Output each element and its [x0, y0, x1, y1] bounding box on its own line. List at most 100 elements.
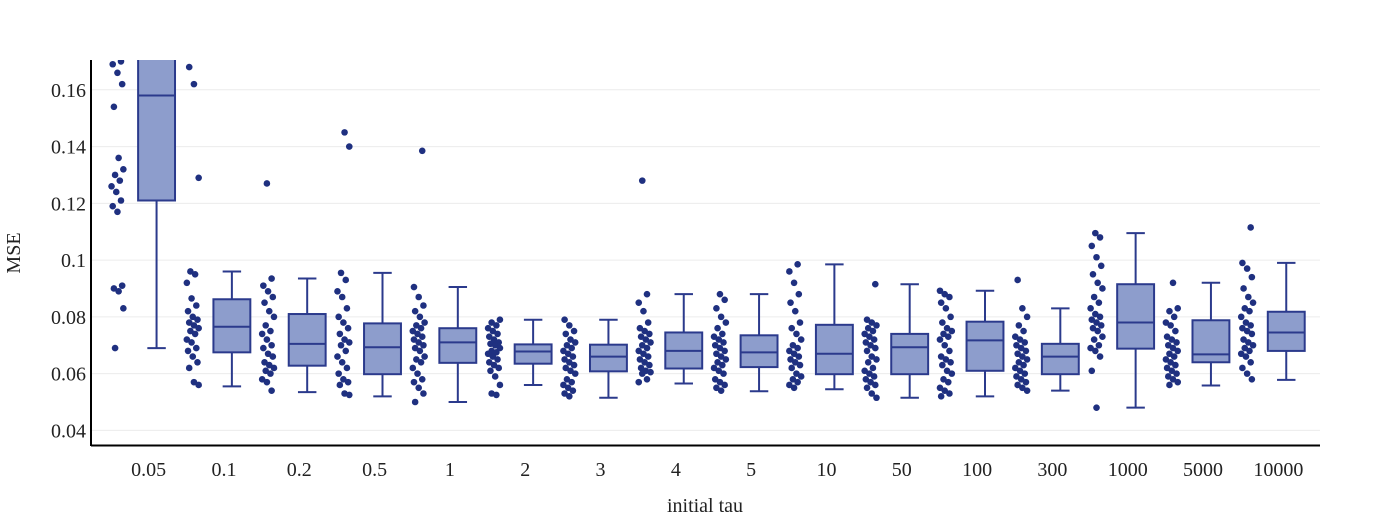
data-point: [635, 378, 643, 386]
data-point: [418, 147, 426, 155]
data-point: [714, 324, 721, 332]
box-group: [936, 287, 1005, 400]
data-point: [571, 339, 579, 346]
data-point: [193, 302, 200, 309]
data-point: [338, 358, 346, 366]
data-point: [1172, 327, 1179, 335]
data-point: [721, 381, 728, 389]
data-point: [948, 370, 956, 377]
data-point: [571, 370, 579, 377]
data-point: [191, 330, 199, 338]
data-point: [116, 177, 124, 184]
data-point: [185, 63, 193, 71]
data-point: [871, 381, 879, 389]
data-point: [345, 391, 353, 399]
data-point: [1094, 279, 1101, 287]
box-group: [1087, 229, 1156, 411]
data-point: [1020, 327, 1027, 335]
data-point: [267, 370, 274, 377]
data-point: [566, 393, 573, 400]
data-point: [184, 307, 192, 315]
box-iqr: [1266, 310, 1306, 352]
data-point: [334, 288, 341, 295]
data-point: [418, 333, 426, 341]
y-tick-label: 0.12: [51, 193, 86, 215]
data-point: [793, 330, 800, 338]
data-point: [118, 282, 126, 289]
data-point: [496, 381, 504, 389]
data-point: [863, 384, 871, 392]
data-point: [864, 358, 872, 366]
data-point: [786, 268, 793, 275]
data-point: [115, 288, 122, 295]
data-point: [937, 299, 945, 306]
data-point: [788, 364, 796, 372]
data-point: [268, 275, 275, 282]
data-point: [1015, 322, 1023, 329]
data-point: [1239, 364, 1246, 372]
data-point: [1169, 279, 1177, 287]
data-point: [646, 330, 653, 338]
data-point: [720, 339, 727, 346]
data-point: [420, 341, 427, 349]
data-point: [184, 347, 192, 355]
axes: [90, 60, 1320, 447]
box-group: [484, 316, 553, 399]
data-point: [1173, 370, 1180, 377]
data-point: [491, 373, 499, 380]
data-point: [1088, 367, 1096, 375]
data-point: [1237, 313, 1245, 321]
data-point: [797, 336, 805, 343]
x-tick-label: 300: [1037, 459, 1067, 481]
data-point: [1020, 361, 1027, 369]
data-point: [871, 344, 879, 352]
data-point: [1021, 370, 1029, 377]
box-group: [861, 280, 930, 402]
x-tick-label: 10000: [1253, 459, 1303, 481]
box-group: [710, 290, 779, 394]
data-point: [1087, 305, 1094, 312]
data-point: [410, 283, 418, 291]
data-point: [873, 394, 880, 402]
data-point: [647, 339, 654, 346]
data-point: [417, 324, 425, 332]
data-point: [415, 384, 422, 392]
data-point: [1021, 339, 1029, 346]
data-point: [1022, 347, 1030, 355]
data-point: [643, 290, 651, 298]
data-point: [870, 373, 878, 380]
box-iqr: [739, 334, 779, 369]
box-group: [183, 63, 252, 389]
data-point: [487, 367, 494, 375]
data-point: [1088, 242, 1096, 250]
data-point: [417, 358, 425, 366]
data-point: [863, 347, 871, 355]
data-point: [941, 341, 949, 349]
data-point: [260, 344, 267, 352]
data-point: [873, 322, 880, 329]
data-point: [109, 202, 117, 210]
data-point: [939, 361, 946, 369]
data-point: [720, 370, 727, 377]
box-group: [635, 177, 704, 386]
box-group: [1237, 224, 1306, 383]
data-point: [340, 319, 347, 326]
data-point: [345, 339, 353, 346]
data-point: [188, 339, 195, 346]
data-point: [1022, 378, 1030, 386]
data-point: [1023, 313, 1031, 321]
data-point: [411, 398, 419, 406]
data-point: [117, 197, 125, 204]
data-point: [1248, 273, 1256, 281]
x-tick-label: 2: [520, 459, 530, 481]
data-point: [190, 80, 198, 88]
data-point: [337, 341, 345, 349]
data-point: [1173, 339, 1180, 346]
box-iqr: [513, 343, 553, 365]
data-point: [944, 378, 952, 386]
data-point: [562, 330, 570, 338]
box-iqr: [1040, 342, 1080, 376]
data-point: [1019, 305, 1026, 312]
data-point: [1174, 305, 1182, 312]
data-point: [108, 183, 115, 190]
